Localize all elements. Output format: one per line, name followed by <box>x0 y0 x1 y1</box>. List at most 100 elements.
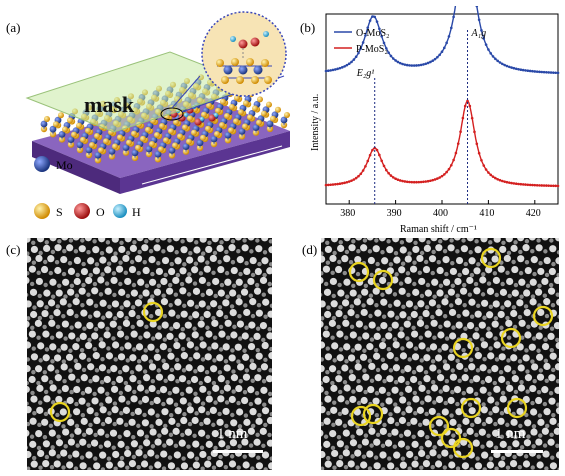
atom-spot-dim <box>538 368 544 373</box>
atom-spot-dim <box>401 411 406 416</box>
atom-spot-dim <box>75 272 80 278</box>
x-ticks: 380 390 400 410 420 <box>340 200 541 219</box>
atom-spot-dim <box>54 369 60 374</box>
atom-spot-dim <box>186 380 191 385</box>
atom-spot-dim <box>63 444 68 449</box>
atom-spot <box>422 309 430 318</box>
atom-spot-dim <box>48 380 54 385</box>
atom-spot <box>174 257 182 265</box>
atom-spot-dim <box>206 390 212 396</box>
atom-spot-dim <box>38 358 43 363</box>
atom-spot-dim <box>230 260 236 265</box>
atom-spot <box>236 428 244 436</box>
atom-spot-dim <box>476 262 481 267</box>
atom-spot <box>172 427 180 435</box>
atom-spot <box>448 308 457 317</box>
atom-spot <box>453 385 462 394</box>
atom-spot-dim <box>469 314 475 319</box>
atom-spot <box>98 235 106 243</box>
atom-spot <box>42 354 50 362</box>
atom-spot <box>461 462 470 470</box>
atom-spot-dim <box>517 359 523 364</box>
atom-spot-dim <box>62 249 67 254</box>
atom-spot-dim <box>426 347 431 352</box>
atom-spot-dim <box>155 238 160 243</box>
series-point-1 <box>350 179 353 182</box>
atom-spot-dim <box>337 411 343 417</box>
atom-spot <box>154 308 163 317</box>
atom-spot <box>449 267 458 276</box>
atom-spot-dim <box>536 389 542 395</box>
atom-spot <box>335 418 343 426</box>
atom-spot <box>459 287 468 295</box>
atom-spot <box>391 428 399 436</box>
atom-spot-dim <box>117 434 122 439</box>
atom-spot <box>222 299 230 307</box>
atom-spot <box>223 255 231 263</box>
series-point-0 <box>417 63 421 67</box>
series-point-0 <box>452 15 455 19</box>
atom-spot-dim <box>398 433 404 438</box>
series-point-0 <box>398 61 402 65</box>
s-atom <box>252 105 258 112</box>
atom-spot <box>455 321 463 329</box>
atom-spot <box>368 321 376 329</box>
atom-spot-dim <box>500 281 505 287</box>
s-atom <box>173 119 179 126</box>
atom-spot <box>217 375 225 383</box>
atom-spot <box>236 320 245 328</box>
atom-spot <box>424 395 432 403</box>
atom-spot <box>117 440 125 448</box>
s-atom <box>145 126 151 133</box>
atom-spot-dim <box>180 432 185 438</box>
atom-spot-dim <box>417 380 423 386</box>
atom-spot-dim <box>436 369 442 374</box>
atom-spot-dim <box>463 367 469 373</box>
o-atom <box>194 118 202 126</box>
atom-spot <box>67 288 75 296</box>
series-point-1 <box>417 180 421 184</box>
atom-spot <box>42 440 50 448</box>
atom-spot <box>472 375 481 383</box>
series-point-1 <box>410 180 414 184</box>
atom-spot <box>223 384 232 392</box>
atom-spot-dim <box>368 293 374 298</box>
atom-spot <box>237 363 245 371</box>
series-point-1 <box>426 179 430 183</box>
atom-spot-dim <box>37 422 42 428</box>
atom-spot <box>54 374 62 382</box>
atom-spot <box>99 299 107 307</box>
atom-spot-dim <box>480 337 485 342</box>
series-point-1 <box>394 177 397 181</box>
atom-spot-dim <box>243 413 249 418</box>
atom-spot-dim <box>129 259 135 265</box>
atom-spot-dim <box>67 260 73 266</box>
atom-spot <box>517 255 525 263</box>
atom-spot <box>524 331 532 339</box>
atom-spot <box>435 309 443 317</box>
atom-spot <box>442 363 451 371</box>
atom-spot <box>35 277 44 286</box>
atom-spot-dim <box>500 305 505 310</box>
o-atom <box>208 114 216 122</box>
atom-spot-dim <box>163 378 168 383</box>
atom-spot <box>203 417 211 425</box>
atom-spot <box>536 353 544 361</box>
atom-spot <box>473 287 481 295</box>
atom-spot-dim <box>142 369 148 374</box>
atom-spot <box>481 299 489 307</box>
atom-spot <box>230 374 239 382</box>
atom-spot-dim <box>161 466 167 471</box>
atom-spot-dim <box>143 454 148 459</box>
series-point-0 <box>366 26 370 29</box>
atom-spot-dim <box>386 239 391 244</box>
atom-spot-dim <box>37 293 42 299</box>
atom-spot <box>124 235 132 243</box>
atom-spot-dim <box>136 423 141 429</box>
atom-spot <box>179 287 187 295</box>
atom-spot-dim <box>361 303 366 308</box>
series-point-0 <box>510 66 513 69</box>
atom-spot-dim <box>373 455 379 460</box>
series-point-1 <box>526 183 530 187</box>
atom-spot-dim <box>38 250 43 256</box>
